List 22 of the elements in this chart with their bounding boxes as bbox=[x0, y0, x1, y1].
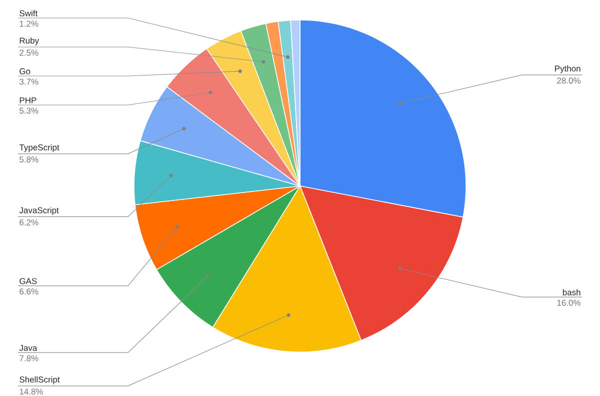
data-label: 7.8% bbox=[20, 355, 38, 362]
slice-label: Java bbox=[19, 345, 38, 352]
slice-label: GAS bbox=[20, 278, 37, 284]
slice-label: Ruby bbox=[20, 38, 40, 46]
data-label: 2.5% bbox=[20, 50, 38, 56]
data-label: 6.6% bbox=[20, 288, 38, 295]
slice-label: ShellScript bbox=[20, 376, 60, 384]
data-label: 1.2% bbox=[20, 20, 38, 27]
data-label: 28.0% bbox=[557, 78, 580, 84]
data-label: 6.2% bbox=[20, 220, 38, 226]
slice-label: Python bbox=[555, 65, 580, 74]
data-label: 5.8% bbox=[20, 156, 38, 163]
data-label: 16.0% bbox=[557, 300, 580, 306]
data-label: 3.7% bbox=[20, 78, 38, 85]
slice-label: TypeScript bbox=[19, 144, 60, 152]
slice-label: Swift bbox=[20, 10, 38, 16]
data-label: 5.3% bbox=[20, 108, 38, 114]
slice-label: Go bbox=[20, 68, 30, 74]
slice-label: PHP bbox=[20, 98, 36, 104]
slice-label: JavaScript bbox=[19, 207, 59, 216]
data-label: 14.8% bbox=[20, 388, 43, 395]
slice-label: bash bbox=[562, 289, 580, 296]
